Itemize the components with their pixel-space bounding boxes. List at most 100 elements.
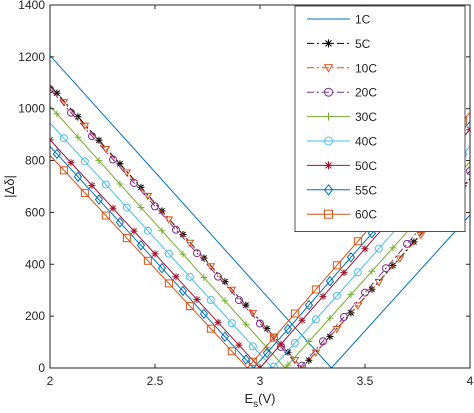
data-point-circle <box>101 180 110 189</box>
legend-label: 60C <box>355 208 377 222</box>
legend-box <box>294 5 466 233</box>
data-point-circle <box>290 339 299 348</box>
data-point-circle <box>319 337 327 346</box>
data-point-square <box>80 188 89 197</box>
data-point-circle <box>340 312 348 321</box>
data-point-diamond <box>346 251 356 263</box>
data-point-square <box>227 347 236 356</box>
data-point-square <box>248 357 257 366</box>
data-point-circle <box>122 203 131 212</box>
data-point-triangle <box>143 192 153 201</box>
data-point-circle <box>374 244 383 253</box>
data-point-circle <box>269 362 278 368</box>
data-point-square <box>332 261 341 270</box>
ticks-layer: 2 2.5 3 3.5 4 0 200 400 600 800 1000 1200 1400 <box>18 0 473 388</box>
legend-label: 40C <box>355 135 377 149</box>
y-tick-label: 600 <box>25 205 45 219</box>
data-point-diamond <box>199 308 209 320</box>
data-point-plus <box>116 180 124 188</box>
data-point-circle <box>298 361 306 368</box>
data-point-square <box>59 166 68 175</box>
data-point-triangle <box>374 278 384 287</box>
data-point-circle <box>59 134 68 143</box>
data-point-circle <box>109 155 117 164</box>
data-point-square <box>311 285 320 294</box>
data-point-star <box>235 341 243 349</box>
data-point-plus <box>242 320 250 328</box>
legend-entry: 10C <box>307 61 377 75</box>
data-point-star <box>172 273 180 281</box>
y-tick-label: 800 <box>25 154 45 168</box>
data-point-circle <box>214 272 222 281</box>
data-point-circle <box>151 202 159 211</box>
data-point-triangle <box>206 263 216 271</box>
data-point-plus <box>389 244 397 252</box>
x-axis-label: Es(V) <box>244 391 275 410</box>
data-point-star <box>324 39 333 48</box>
data-point-circle <box>235 296 243 305</box>
data-point-circle <box>353 268 362 277</box>
data-point-triangle <box>227 286 237 295</box>
legend-label: 55C <box>355 183 377 197</box>
y-tick-label: 1000 <box>18 102 45 116</box>
series-line <box>50 86 470 368</box>
y-tick-label: 200 <box>25 309 45 323</box>
data-point-diamond <box>262 347 272 359</box>
data-point-triangle <box>332 325 342 334</box>
data-point-circle <box>324 136 333 146</box>
legend-label: 5C <box>355 37 371 51</box>
data-point-diamond <box>325 275 335 287</box>
data-point-star <box>88 181 96 189</box>
data-point-circle <box>256 319 264 328</box>
data-point-star <box>193 296 201 304</box>
data-point-square <box>101 211 110 220</box>
data-point-triangle <box>311 349 321 357</box>
y-tick-label: 1400 <box>18 0 45 12</box>
data-point-circle <box>80 157 89 166</box>
data-point-diamond <box>115 217 125 228</box>
data-point-plus <box>137 203 145 211</box>
legend: 1C 5C 10C 20C 30C 40C 50C 55C 60C <box>294 5 466 233</box>
data-point-diamond <box>52 148 62 160</box>
data-point-triangle <box>416 232 426 240</box>
data-point-circle <box>50 85 54 94</box>
data-point-diamond <box>283 323 293 335</box>
data-point-star <box>95 136 103 144</box>
data-point-circle <box>227 319 236 328</box>
data-point-circle <box>130 178 138 187</box>
data-point-circle <box>311 315 320 324</box>
data-point-diamond <box>94 194 104 205</box>
data-point-star <box>410 238 418 246</box>
legend-entry: 30C <box>307 110 377 124</box>
data-point-star <box>298 316 306 324</box>
legend-entry: 5C <box>307 37 371 51</box>
data-point-plus <box>324 112 333 121</box>
x-tick-label: 4 <box>467 374 474 388</box>
data-point-star <box>151 250 159 258</box>
data-point-diamond <box>304 299 314 311</box>
data-point-circle <box>206 296 215 305</box>
legend-entry: 50C <box>307 159 377 173</box>
data-point-circle <box>164 249 173 258</box>
data-point-circle <box>361 288 369 297</box>
x-axis-label-tail: (V) <box>258 391 275 406</box>
x-axis-label-sub: s <box>253 399 258 410</box>
data-point-star <box>319 292 327 300</box>
data-point-square <box>185 302 194 311</box>
data-point-plus <box>368 267 376 275</box>
data-point-triangle <box>323 64 334 73</box>
series-line <box>50 55 470 368</box>
data-point-diamond <box>157 262 167 274</box>
data-point-plus <box>179 250 187 258</box>
data-point-diamond <box>178 285 188 297</box>
data-point-square <box>290 309 299 318</box>
data-point-circle <box>185 272 194 281</box>
data-point-square <box>353 237 362 246</box>
data-point-star <box>109 204 117 212</box>
series-line <box>50 88 470 368</box>
data-point-square <box>206 324 215 333</box>
data-point-star <box>116 160 124 168</box>
data-point-circle <box>382 264 390 273</box>
legend-entry: 1C <box>307 13 371 27</box>
